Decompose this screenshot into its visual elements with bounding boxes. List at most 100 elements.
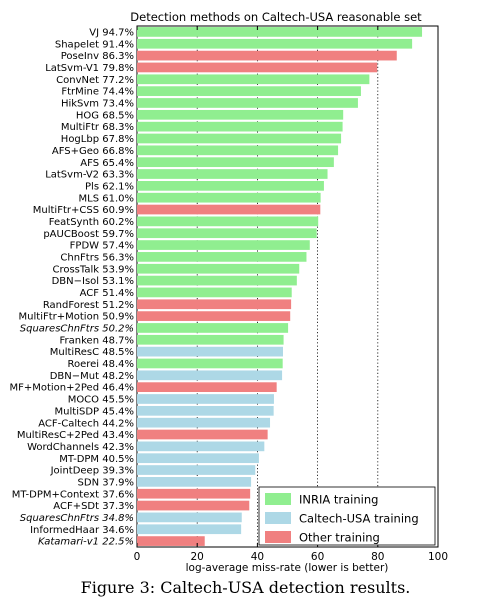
bar [137, 477, 252, 487]
plot-area-frame [136, 25, 439, 548]
category-label: Shapelet 91.4% [55, 39, 134, 50]
bar [137, 157, 334, 168]
x-axis-label: log-average miss-rate (lower is better) [186, 562, 389, 574]
category-label: FPDW 57.4% [70, 241, 134, 252]
bar [137, 382, 277, 393]
bar [137, 394, 274, 404]
bar [137, 417, 271, 428]
category-label: Franken 48.7% [60, 335, 134, 346]
x-tick-label: 40 [251, 551, 264, 563]
bar [137, 180, 324, 191]
figure-caption: Figure 3: Caltech-USA detection results. [80, 578, 411, 597]
bar [137, 441, 265, 452]
bar [137, 204, 321, 215]
bar [137, 121, 343, 132]
legend-label: Caltech-USA training [299, 512, 419, 526]
bar [137, 169, 328, 179]
category-label: MLS 61.0% [79, 193, 135, 204]
category-label: Pls 62.1% [85, 181, 134, 192]
category-label: MT-DPM 40.5% [59, 454, 134, 465]
category-label: FtrMine 74.4% [61, 87, 134, 98]
category-label: ACF-Caltech 44.2% [38, 418, 134, 429]
bar [137, 488, 251, 499]
category-label: PoseInv 86.3% [61, 51, 134, 62]
bar [137, 299, 292, 310]
bar [137, 500, 250, 511]
bar [137, 334, 284, 345]
bar [137, 252, 307, 262]
category-label: WordChannels 42.3% [27, 442, 134, 453]
category-label: SquaresChnFtrs 50.2% [20, 324, 134, 335]
category-label: DBN−Isol 53.1% [52, 276, 134, 287]
category-label: HikSvm 73.4% [61, 99, 134, 110]
category-label: SDN 37.9% [78, 477, 134, 488]
category-label: AFS+Geo 66.8% [52, 146, 134, 157]
x-tick-label: 60 [311, 551, 324, 563]
category-label: HOG 68.5% [76, 110, 134, 121]
category-label: InformedHaar 34.6% [30, 525, 134, 536]
bar [137, 453, 259, 464]
bar [137, 240, 310, 250]
bar [137, 287, 292, 298]
category-label: Roerei 48.4% [67, 359, 134, 370]
legend-label: INRIA training [299, 493, 378, 507]
bar [137, 145, 339, 156]
category-label: AFS 65.4% [80, 158, 134, 169]
category-label: MultiSDP 45.4% [55, 406, 134, 417]
category-label: ConvNet 77.2% [56, 75, 134, 86]
category-labels: VJ 94.7%Shapelet 91.4%PoseInv 86.3%LatSv… [9, 28, 134, 548]
chart-title: Detection methods on Caltech-USA reasona… [130, 10, 422, 24]
category-label: ACF 51.4% [80, 288, 134, 299]
legend-swatch [265, 493, 291, 505]
category-label: JointDeep 39.3% [50, 466, 134, 477]
bar [137, 311, 291, 321]
category-label: LatSvm-V2 63.3% [45, 170, 134, 181]
x-tick-label: 100 [428, 551, 448, 563]
legend-swatch [265, 531, 291, 543]
category-label: SquaresChnFtrs 34.8% [20, 513, 134, 524]
category-label: HogLbp 67.8% [61, 134, 134, 145]
category-label: ACF+SDt 37.3% [53, 501, 134, 512]
category-label: FeatSynth 60.2% [49, 217, 134, 228]
category-label: CrossTalk 53.9% [52, 264, 134, 275]
category-label: VJ 94.7% [89, 28, 134, 39]
category-label: MultiFtr 68.3% [61, 122, 134, 133]
category-label: ChnFtrs 56.3% [60, 252, 134, 263]
x-tick-label: 0 [134, 551, 141, 563]
bar [137, 38, 413, 49]
bar [137, 27, 423, 37]
bar [137, 228, 317, 239]
category-label: DBN−Mut 48.2% [50, 371, 134, 382]
bar [137, 109, 344, 120]
category-label: Katamari-v1 22.5% [38, 537, 134, 548]
bar [137, 429, 268, 440]
bar [137, 50, 397, 61]
category-label: MOCO 45.5% [68, 395, 134, 406]
x-tick-label: 80 [371, 551, 384, 563]
bar [137, 275, 297, 286]
bar [137, 512, 242, 523]
category-label: MultiFtr+Motion 50.9% [19, 312, 134, 323]
bar [137, 524, 242, 535]
bar [137, 86, 361, 96]
category-label: pAUCBoost 59.7% [43, 229, 134, 240]
bar [137, 536, 205, 546]
bar [137, 216, 319, 227]
bar [137, 346, 283, 357]
bar [137, 98, 358, 108]
bar [137, 192, 321, 203]
category-label: MF+Motion+2Ped 46.4% [9, 383, 134, 394]
bar [137, 465, 256, 475]
x-tick-label: 20 [191, 551, 204, 563]
bar [137, 323, 289, 333]
x-axis-ticks: 0 20 40 60 80 100 [134, 26, 448, 563]
category-label: LatSvm-V1 79.8% [45, 63, 134, 74]
legend-label: Other training [299, 531, 380, 545]
legend: INRIA training Caltech-USA training Other … [258, 486, 436, 546]
bar [137, 370, 283, 381]
bar [137, 62, 378, 73]
legend-swatch [265, 512, 291, 524]
bar [137, 74, 370, 85]
bars [137, 27, 423, 546]
